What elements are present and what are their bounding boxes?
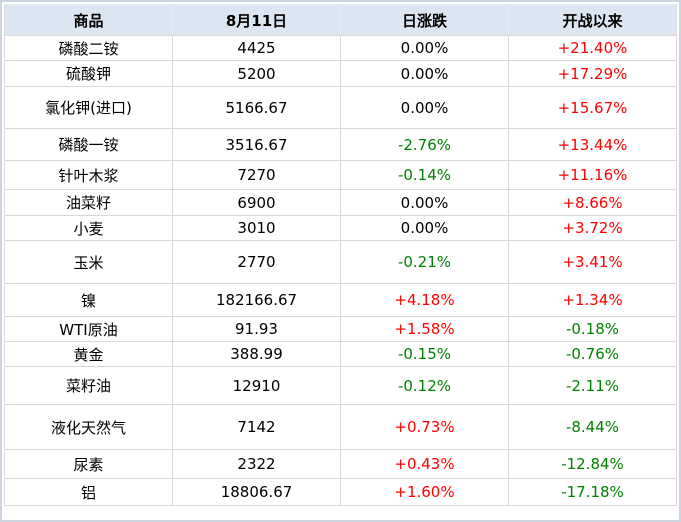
- daily-change: 0.00%: [340, 86, 509, 129]
- commodity-price: 3516.67: [172, 128, 341, 161]
- daily-change: 0.00%: [340, 35, 509, 61]
- commodity-name: 磷酸二铵: [4, 35, 173, 61]
- header-row: 商品 8月11日 日涨跌 开战以来: [4, 4, 677, 36]
- daily-change: +1.58%: [340, 316, 509, 342]
- table-row: 磷酸二铵 4425 0.00% +21.40%: [4, 35, 677, 61]
- since-start-change: +8.66%: [508, 189, 677, 216]
- commodity-price: 2322: [172, 449, 341, 479]
- col-header-daily-change: 日涨跌: [340, 4, 509, 36]
- commodity-name: 针叶木浆: [4, 160, 173, 190]
- commodity-price: 182166.67: [172, 283, 341, 317]
- commodity-name: 硫酸钾: [4, 60, 173, 87]
- since-start-change: +13.44%: [508, 128, 677, 161]
- daily-change: 0.00%: [340, 189, 509, 216]
- commodity-name: 油菜籽: [4, 189, 173, 216]
- daily-change: -0.15%: [340, 341, 509, 367]
- daily-change: +0.73%: [340, 404, 509, 450]
- table-row: 针叶木浆 7270 -0.14% +11.16%: [4, 160, 677, 190]
- table-row: 铝 18806.67 +1.60% -17.18%: [4, 478, 677, 506]
- commodity-price-table: 商品 8月11日 日涨跌 开战以来 磷酸二铵 4425 0.00% +21.40…: [4, 4, 677, 506]
- since-start-change: +15.67%: [508, 86, 677, 129]
- commodity-name: WTI原油: [4, 316, 173, 342]
- since-start-change: -0.18%: [508, 316, 677, 342]
- daily-change: -2.76%: [340, 128, 509, 161]
- col-header-date: 8月11日: [172, 4, 341, 36]
- commodity-name: 小麦: [4, 215, 173, 241]
- commodity-name: 液化天然气: [4, 404, 173, 450]
- table-row: 液化天然气 7142 +0.73% -8.44%: [4, 404, 677, 450]
- commodity-name: 尿素: [4, 449, 173, 479]
- commodity-name: 磷酸一铵: [4, 128, 173, 161]
- commodity-price: 12910: [172, 366, 341, 405]
- daily-change: -0.12%: [340, 366, 509, 405]
- table-row: 尿素 2322 +0.43% -12.84%: [4, 449, 677, 479]
- table-row: 黄金 388.99 -0.15% -0.76%: [4, 341, 677, 367]
- col-header-since-start: 开战以来: [508, 4, 677, 36]
- daily-change: +4.18%: [340, 283, 509, 317]
- since-start-change: +1.34%: [508, 283, 677, 317]
- table-row: 玉米 2770 -0.21% +3.41%: [4, 240, 677, 284]
- since-start-change: +17.29%: [508, 60, 677, 87]
- commodity-name: 氯化钾(进口): [4, 86, 173, 129]
- commodity-name: 铝: [4, 478, 173, 506]
- table-row: 油菜籽 6900 0.00% +8.66%: [4, 189, 677, 216]
- commodity-price: 91.93: [172, 316, 341, 342]
- daily-change: +0.43%: [340, 449, 509, 479]
- since-start-change: -12.84%: [508, 449, 677, 479]
- since-start-change: -8.44%: [508, 404, 677, 450]
- commodity-price: 6900: [172, 189, 341, 216]
- table-header: 商品 8月11日 日涨跌 开战以来: [4, 4, 677, 36]
- since-start-change: +11.16%: [508, 160, 677, 190]
- daily-change: -0.21%: [340, 240, 509, 284]
- table-row: 磷酸一铵 3516.67 -2.76% +13.44%: [4, 128, 677, 161]
- since-start-change: +3.72%: [508, 215, 677, 241]
- table-row: 硫酸钾 5200 0.00% +17.29%: [4, 60, 677, 87]
- commodity-price: 7142: [172, 404, 341, 450]
- col-header-commodity: 商品: [4, 4, 173, 36]
- table-row: 氯化钾(进口) 5166.67 0.00% +15.67%: [4, 86, 677, 129]
- daily-change: 0.00%: [340, 60, 509, 87]
- commodity-name: 镍: [4, 283, 173, 317]
- since-start-change: -17.18%: [508, 478, 677, 506]
- commodity-price: 2770: [172, 240, 341, 284]
- table-row: 小麦 3010 0.00% +3.72%: [4, 215, 677, 241]
- table-row: WTI原油 91.93 +1.58% -0.18%: [4, 316, 677, 342]
- commodity-price: 3010: [172, 215, 341, 241]
- table-body: 磷酸二铵 4425 0.00% +21.40% 硫酸钾 5200 0.00% +…: [4, 35, 677, 506]
- commodity-price: 7270: [172, 160, 341, 190]
- since-start-change: -2.11%: [508, 366, 677, 405]
- since-start-change: +3.41%: [508, 240, 677, 284]
- commodity-price: 4425: [172, 35, 341, 61]
- commodity-price: 388.99: [172, 341, 341, 367]
- commodity-name: 玉米: [4, 240, 173, 284]
- daily-change: 0.00%: [340, 215, 509, 241]
- commodity-price: 18806.67: [172, 478, 341, 506]
- commodity-price: 5200: [172, 60, 341, 87]
- daily-change: -0.14%: [340, 160, 509, 190]
- since-start-change: +21.40%: [508, 35, 677, 61]
- table-row: 镍 182166.67 +4.18% +1.34%: [4, 283, 677, 317]
- table-row: 菜籽油 12910 -0.12% -2.11%: [4, 366, 677, 405]
- daily-change: +1.60%: [340, 478, 509, 506]
- commodity-price: 5166.67: [172, 86, 341, 129]
- commodity-name: 菜籽油: [4, 366, 173, 405]
- commodity-name: 黄金: [4, 341, 173, 367]
- since-start-change: -0.76%: [508, 341, 677, 367]
